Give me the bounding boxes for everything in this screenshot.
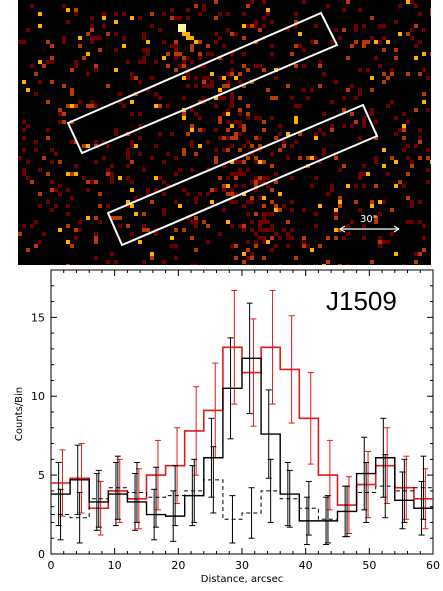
x-tick-label: 60 [426,559,440,572]
upper-extraction-region [66,11,339,155]
scale-bar-label: 30" [360,214,377,225]
x-axis-label: Distance, arcsec [201,574,283,585]
y-tick-label: 0 [38,548,45,561]
x-tick-label: 30 [235,559,249,572]
x-tick-label: 0 [48,559,55,572]
series-1-step-line [51,357,433,522]
y-tick-label: 10 [31,390,45,403]
scale-bar: 30" [339,214,400,233]
y-tick-label: 15 [31,311,45,324]
lower-extraction-region [106,103,379,247]
x-tick-label: 40 [299,559,313,572]
xray-pixel-field [18,0,431,265]
source-label: J1509 [326,286,397,316]
x-tick-label: 50 [362,559,376,572]
axis-ticks: 0 10 20 30 40 50 60 0 5 10 15 [31,269,440,572]
series-2 [51,446,433,544]
x-tick-label: 10 [108,559,122,572]
y-axis-label: Counts/Bin [14,387,25,441]
x-tick-label: 20 [171,559,185,572]
series-layer [51,290,433,546]
profile-chart: 0 10 20 30 40 50 60 0 5 10 15 J1509 Distance, arcs… [14,269,440,585]
xray-image-panel: 30" [18,0,431,265]
y-tick-label: 5 [38,469,45,482]
series-1 [51,302,433,546]
